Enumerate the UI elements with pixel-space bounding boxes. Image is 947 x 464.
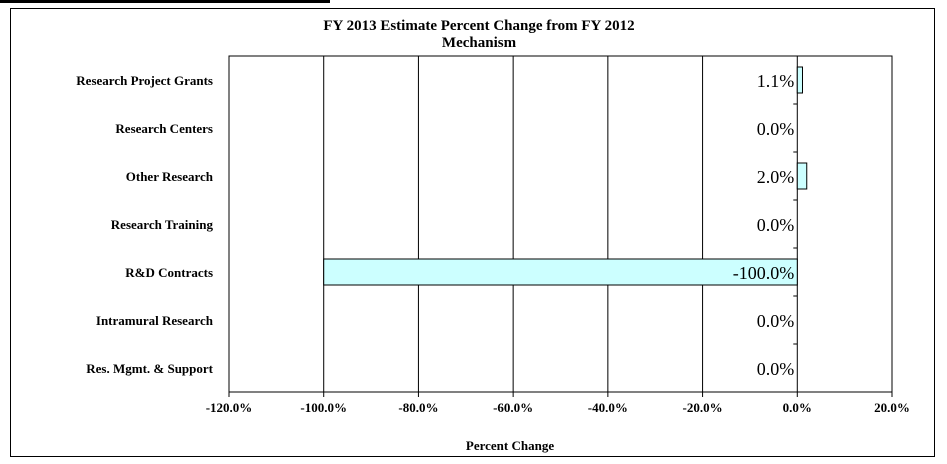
x-axis-label: Percent Change <box>466 438 554 453</box>
x-tick-label: 0.0% <box>783 400 812 415</box>
x-tick-label: -60.0% <box>493 400 533 415</box>
x-tick-label: -40.0% <box>588 400 628 415</box>
x-tick-label: -100.0% <box>300 400 347 415</box>
bar <box>323 258 798 286</box>
data-label: 0.0% <box>757 215 795 235</box>
chart-frame <box>10 8 935 457</box>
bar <box>796 162 808 190</box>
x-tick-label: 20.0% <box>874 400 910 415</box>
data-label: 2.0% <box>757 167 795 187</box>
data-label: -100.0% <box>733 263 795 283</box>
x-tick-label: -120.0% <box>206 400 253 415</box>
plot-border <box>228 55 893 393</box>
x-tick-label: -20.0% <box>683 400 723 415</box>
chart-title: FY 2013 Estimate Percent Change from FY … <box>323 18 634 34</box>
plot-area: -120.0% -100.0% -80.0% -60.0% -40.0% -20.0% 0.… <box>76 55 910 415</box>
category-label: Research Training <box>111 217 214 232</box>
data-label: 0.0% <box>757 311 795 331</box>
category-label: Res. Mgmt. & Support <box>86 361 213 376</box>
data-label: 0.0% <box>757 359 795 379</box>
category-label: Intramural Research <box>96 313 214 328</box>
category-label: R&D Contracts <box>125 265 213 280</box>
data-label: 1.1% <box>757 71 795 91</box>
x-tick-label: -80.0% <box>398 400 438 415</box>
top-rule <box>0 0 330 3</box>
category-label: Research Centers <box>115 121 213 136</box>
bar <box>796 66 803 94</box>
category-label: Other Research <box>126 169 214 184</box>
chart-subtitle: Mechanism <box>442 35 517 51</box>
data-label: 0.0% <box>757 119 795 139</box>
category-label: Research Project Grants <box>76 73 213 88</box>
